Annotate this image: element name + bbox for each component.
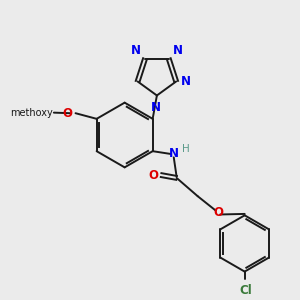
Text: Cl: Cl (240, 284, 252, 297)
Text: N: N (169, 147, 179, 160)
Text: O: O (63, 107, 73, 120)
Text: O: O (213, 206, 223, 219)
Text: N: N (151, 100, 160, 113)
Text: O: O (148, 169, 158, 182)
Text: H: H (182, 144, 189, 154)
Text: N: N (173, 44, 183, 57)
Text: N: N (181, 75, 191, 88)
Text: N: N (131, 44, 141, 57)
Text: methoxy: methoxy (10, 108, 52, 118)
